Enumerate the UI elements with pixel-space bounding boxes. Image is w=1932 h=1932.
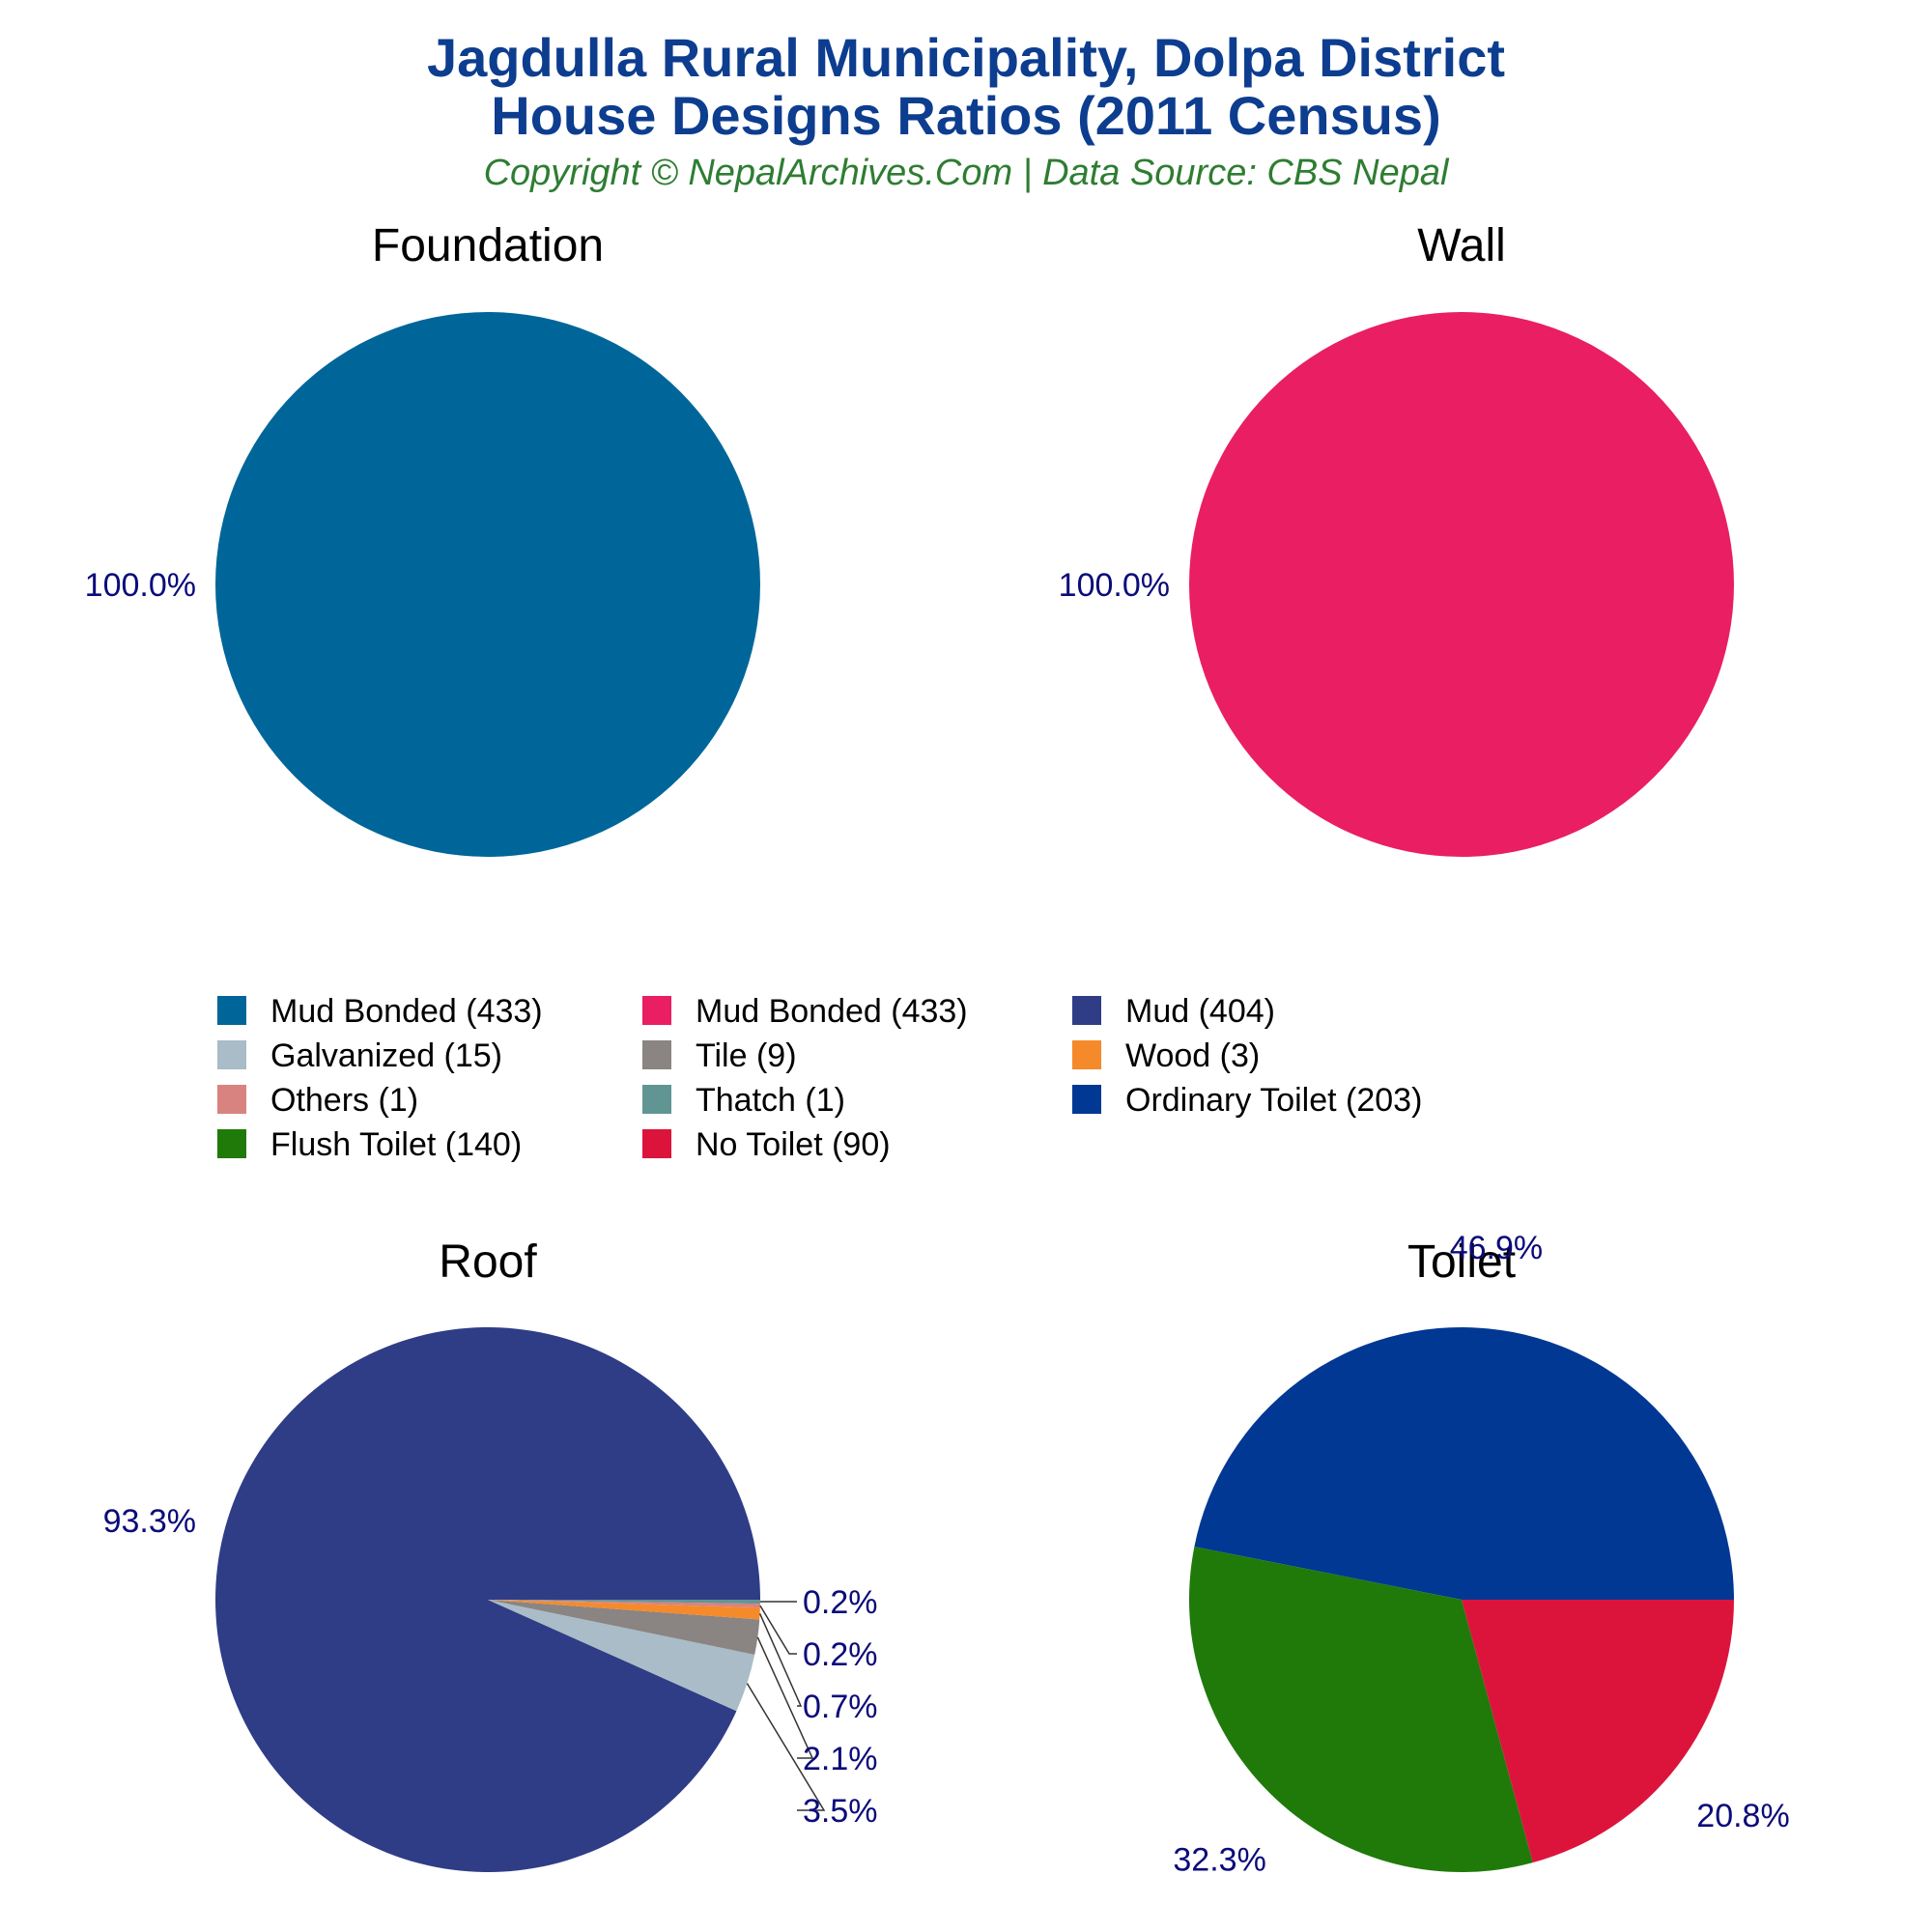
roof-slice-mud [214,1327,760,1873]
legend-swatch-galvanized-15 [217,1040,246,1069]
legend-swatch-thatch-1 [642,1085,671,1114]
foundation-pie-title: Foundation [372,220,604,271]
legend-swatch-flush-toilet-140 [217,1129,246,1158]
legend-swatch-others-1 [217,1085,246,1114]
legend-label-mud-bonded-433: Mud Bonded (433) [696,993,968,1030]
legend-swatch-mud-bonded-433 [217,996,246,1025]
legend-label-wood-3: Wood (3) [1125,1037,1260,1074]
legend-label-thatch-1: Thatch (1) [696,1082,845,1119]
toilet-slice-no-toilet [1462,1600,1734,1863]
foundation-slice-mud-bonded [215,312,760,857]
roof-leader-galvanized [746,1683,826,1811]
roof-slice-tile [488,1600,760,1655]
toilet-label-ordinary-toilet: 46.9% [1450,1230,1543,1266]
wall-slice-mud-bonded [1189,312,1734,857]
roof-label-tile: 2.1% [803,1741,878,1777]
roof-pie-title: Roof [439,1236,537,1288]
legend-swatch-mud-404 [1072,996,1101,1025]
legend-swatch-mud-bonded-433 [642,996,671,1025]
roof-label-others: 0.2% [803,1636,878,1673]
chart-title-line1: Jagdulla Rural Municipality, Dolpa Distr… [426,27,1506,88]
legend-label-galvanized-15: Galvanized (15) [270,1037,502,1074]
legend-label-mud-404: Mud (404) [1125,993,1275,1030]
legend-label-tile-9: Tile (9) [696,1037,797,1074]
legend-swatch-no-toilet-90 [642,1129,671,1158]
legend-label-ordinary-toilet-203: Ordinary Toilet (203) [1125,1082,1422,1119]
copyright-text: Copyright © NepalArchives.Com | Data Sou… [483,153,1449,193]
legend-label-others-1: Others (1) [270,1082,418,1119]
legend-label-mud-bonded-433: Mud Bonded (433) [270,993,543,1030]
toilet-pie-title: Toilet [1407,1236,1516,1288]
wall-pie-title: Wall [1417,220,1506,271]
legend-label-no-toilet-90: No Toilet (90) [696,1126,891,1163]
chart-header: Jagdulla Rural Municipality, Dolpa Distr… [0,0,1932,194]
roof-label-thatch: 0.2% [803,1584,878,1621]
legend-swatch-tile-9 [642,1040,671,1069]
legend-swatch-wood-3 [1072,1040,1101,1069]
roof-leader-wood [758,1612,803,1707]
legend-swatch-ordinary-toilet-203 [1072,1085,1101,1114]
toilet-slice-flush-toilet [1188,1547,1533,1873]
toilet-slice-ordinary-toilet [1194,1326,1734,1600]
roof-label-galvanized: 3.5% [803,1793,878,1830]
roof-label-wood: 0.7% [803,1689,878,1725]
legend-label-flush-toilet-140: Flush Toilet (140) [270,1126,522,1163]
roof-slice-others [488,1600,760,1608]
foundation-label-mud-bonded: 100.0% [85,567,196,604]
roof-leader-tile [756,1636,814,1759]
toilet-label-no-toilet: 20.8% [1696,1798,1789,1834]
roof-leader-others [759,1605,797,1655]
toilet-label-flush-toilet: 32.3% [1173,1841,1265,1878]
roof-slice-thatch [488,1600,760,1605]
wall-label-mud-bonded: 100.0% [1059,567,1170,604]
roof-label-mud: 93.3% [103,1503,196,1540]
roof-slice-wood [488,1600,760,1620]
roof-slice-galvanized [488,1600,755,1712]
chart-title-line2: House Designs Ratios (2011 Census) [491,85,1441,146]
